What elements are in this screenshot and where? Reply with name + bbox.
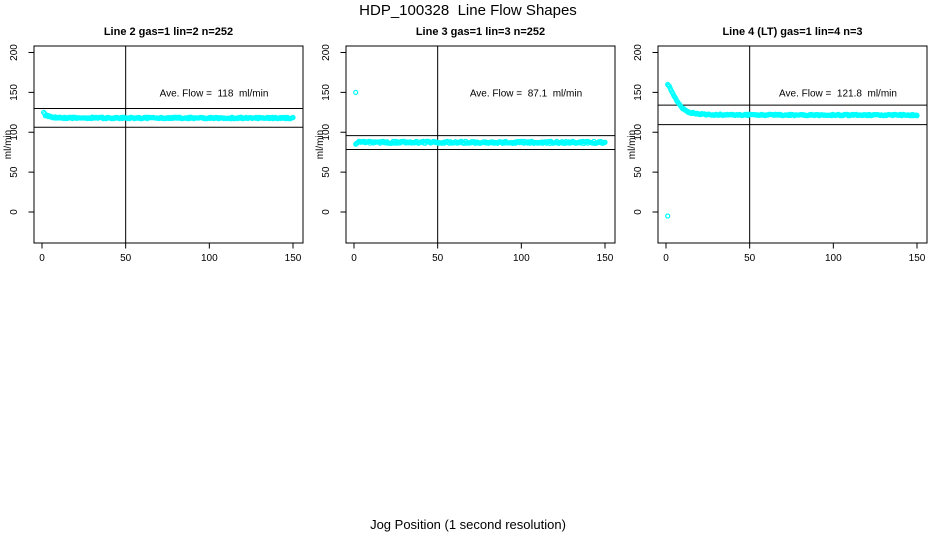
y-axis: 0 50 100 150 200 — [633, 44, 658, 215]
y-tick-label: 200 — [633, 44, 644, 61]
data-point — [290, 114, 296, 121]
panel-3: Line 4 (LT) gas=1 lin=4 n=3 0 50 100 150 200 m… — [627, 26, 928, 264]
y-tick-label: 50 — [633, 166, 644, 178]
x-tick-label: 150 — [909, 253, 926, 264]
y-tick-label: 150 — [9, 84, 20, 101]
x-tick-label: 150 — [285, 253, 302, 264]
plot-box — [345, 45, 616, 244]
panel-title: Line 3 gas=1 lin=3 n=252 — [416, 26, 545, 38]
x-axis: 0 50 100 150 — [39, 243, 302, 264]
y-axis-label: ml/min — [3, 130, 14, 159]
average-flow-annotation: Ave. Flow = 87.1 ml/min — [470, 89, 582, 100]
average-flow-annotation: Ave. Flow = 118 ml/min — [160, 89, 269, 100]
x-tick-label: 100 — [201, 253, 218, 264]
y-tick-label: 0 — [633, 209, 644, 215]
y-tick-label: 150 — [633, 84, 644, 101]
x-tick-label: 100 — [513, 253, 530, 264]
y-axis-label: ml/min — [315, 130, 326, 159]
x-tick-label: 0 — [351, 253, 357, 264]
panel-title: Line 2 gas=1 lin=2 n=252 — [104, 26, 233, 38]
data-points — [41, 109, 296, 122]
panel-1: Line 2 gas=1 lin=2 n=252 0 50 100 150 200 ml/m… — [3, 26, 304, 264]
y-axis: 0 50 100 150 200 — [9, 44, 34, 215]
average-flow-annotation: Ave. Flow = 121.8 ml/min — [779, 89, 897, 100]
panel-title: Line 4 (LT) gas=1 lin=4 n=3 — [722, 26, 862, 38]
plot-box — [33, 45, 304, 244]
data-points — [665, 81, 920, 219]
y-tick-label: 50 — [9, 166, 20, 178]
y-tick-label: 150 — [321, 84, 332, 101]
panels-group: Line 2 gas=1 lin=2 n=252 0 50 100 150 200 ml/m… — [3, 26, 928, 264]
y-tick-label: 0 — [321, 209, 332, 215]
x-axis: 0 50 100 150 — [351, 243, 614, 264]
panel-2: Line 3 gas=1 lin=3 n=252 0 50 100 150 200 ml/m… — [315, 26, 616, 264]
x-tick-label: 150 — [597, 253, 614, 264]
x-tick-label: 50 — [120, 253, 132, 264]
x-tick-label: 50 — [432, 253, 444, 264]
x-tick-label: 0 — [39, 253, 45, 264]
x-axis: 0 50 100 150 — [663, 243, 926, 264]
x-tick-label: 50 — [744, 253, 756, 264]
y-axis: 0 50 100 150 200 — [321, 44, 346, 215]
data-point — [602, 139, 608, 145]
y-tick-label: 100 — [9, 123, 20, 140]
shared-x-axis-label: Jog Position (1 second resolution) — [370, 517, 566, 532]
x-tick-label: 100 — [825, 253, 842, 264]
y-axis-label: ml/min — [627, 130, 638, 159]
y-tick-label: 200 — [9, 44, 20, 61]
y-tick-label: 100 — [633, 123, 644, 140]
y-tick-label: 100 — [321, 123, 332, 140]
y-tick-label: 200 — [321, 44, 332, 61]
data-point — [914, 112, 920, 119]
y-tick-label: 50 — [321, 166, 332, 178]
outlier-point — [665, 213, 671, 219]
data-points — [353, 89, 608, 147]
y-tick-label: 0 — [9, 209, 20, 215]
outlier-point — [353, 89, 359, 96]
figure-title: HDP_100328 Line Flow Shapes — [359, 2, 577, 19]
x-tick-label: 0 — [663, 253, 669, 264]
plot-box — [657, 45, 928, 244]
